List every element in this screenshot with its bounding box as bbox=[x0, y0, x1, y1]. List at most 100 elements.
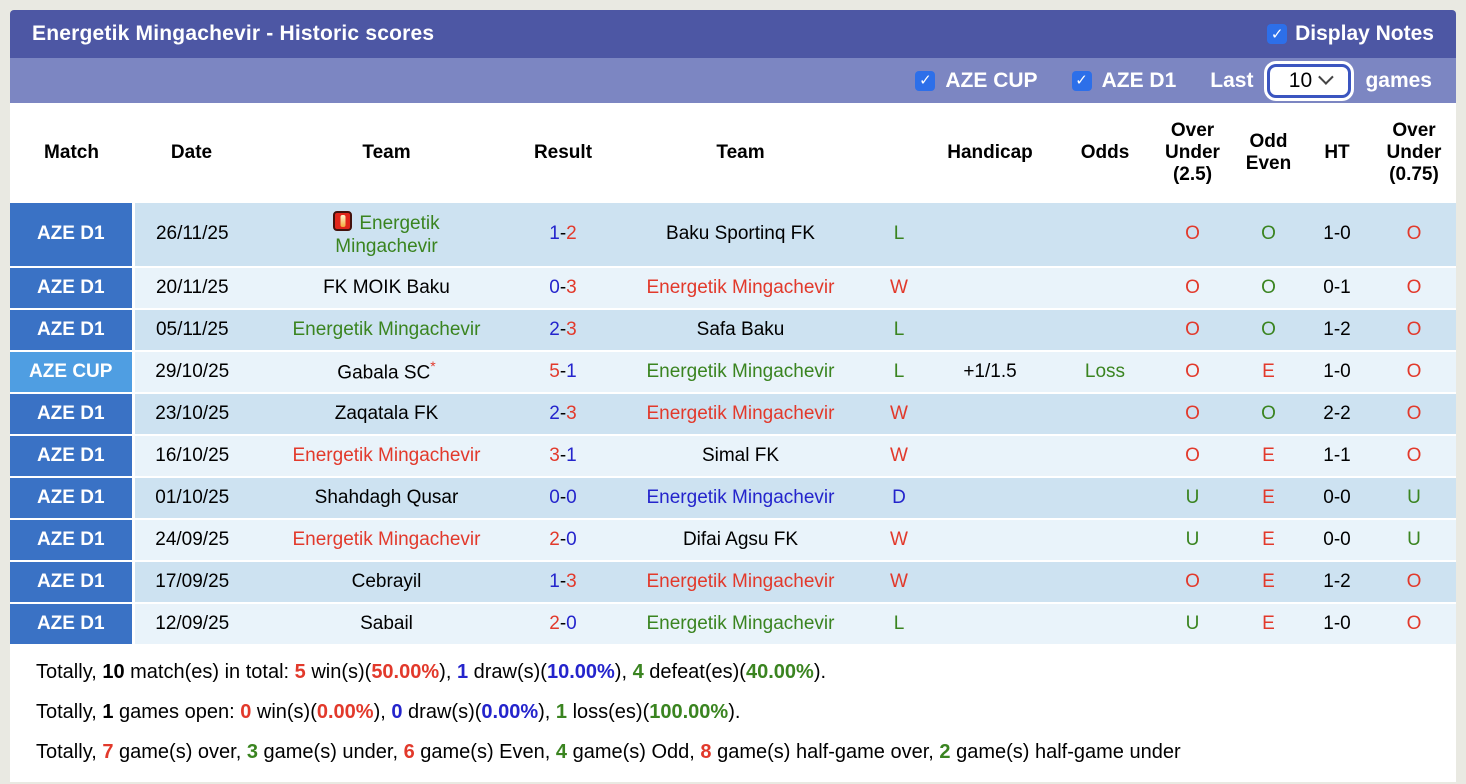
odds-result bbox=[1060, 603, 1150, 646]
away-team: Energetik Mingachevir bbox=[603, 351, 878, 394]
away-score: 0 bbox=[566, 528, 577, 550]
away-score: 3 bbox=[566, 276, 577, 298]
home-team: Energetik Mingachevir bbox=[250, 519, 523, 562]
summary-segment: ), bbox=[439, 661, 457, 683]
wld-result: W bbox=[878, 561, 920, 604]
away-team: Energetik Mingachevir bbox=[603, 393, 878, 436]
over-under-25: U bbox=[1150, 519, 1235, 562]
away-team: Baku Sportinq FK bbox=[603, 203, 878, 268]
summary-segment: games open: bbox=[113, 701, 241, 723]
ou25-letter: O bbox=[1185, 360, 1200, 382]
table-header-row: Match Date Team Result Team Handicap Odds Over … bbox=[10, 103, 1456, 203]
summary-segment: 0.00% bbox=[316, 701, 374, 723]
handicap-value bbox=[920, 561, 1060, 604]
handicap-value bbox=[920, 477, 1060, 520]
away-team-name: Energetik Mingachevir bbox=[646, 360, 835, 382]
summary-segment: game(s) half-game under bbox=[950, 741, 1181, 763]
summary-segment: 10.00% bbox=[546, 661, 615, 683]
ou25-letter: U bbox=[1185, 612, 1200, 634]
games-label: games bbox=[1365, 68, 1432, 92]
match-date: 16/10/25 bbox=[133, 435, 250, 478]
match-date: 20/11/25 bbox=[133, 267, 250, 310]
away-team-name: Energetik Mingachevir bbox=[646, 276, 835, 298]
match-score: 3-1 bbox=[523, 435, 603, 478]
chevron-down-icon bbox=[1318, 69, 1334, 85]
handicap-value: +1/1.5 bbox=[920, 351, 1060, 394]
home-score: 1 bbox=[549, 570, 560, 592]
aze-cup-checkbox[interactable] bbox=[915, 70, 936, 91]
col-header-team: Team bbox=[603, 103, 878, 203]
match-score: 0-0 bbox=[523, 477, 603, 520]
odd-even-letter: E bbox=[1262, 486, 1275, 508]
match-row: AZE D1 24/09/25 Energetik Mingachevir 2-0 Di… bbox=[10, 519, 1456, 562]
match-score: 1-2 bbox=[523, 203, 603, 268]
home-team-name: Energetik Mingachevir bbox=[335, 212, 440, 257]
col-header-handicap: Handicap bbox=[920, 103, 1060, 203]
aze-d1-checkbox[interactable] bbox=[1071, 70, 1092, 91]
away-team-name: Energetik Mingachevir bbox=[646, 570, 835, 592]
odd-even: O bbox=[1235, 309, 1302, 352]
summary-segment: draw(s)( bbox=[402, 701, 482, 723]
odds-result bbox=[1060, 477, 1150, 520]
home-team-name: Cebrayil bbox=[351, 570, 422, 592]
odd-even-letter: O bbox=[1261, 402, 1276, 424]
over-under-25: U bbox=[1150, 477, 1235, 520]
summary-segment: game(s) Odd, bbox=[567, 741, 701, 763]
away-score: 2 bbox=[566, 223, 577, 245]
summary-segment: Totally, bbox=[36, 661, 103, 683]
summary-line-open: Totally, 1 games open: 0 win(s)(0.00%), … bbox=[36, 692, 1456, 732]
match-score: 2-0 bbox=[523, 519, 603, 562]
home-team-name: Energetik Mingachevir bbox=[292, 444, 481, 466]
ou25-letter: U bbox=[1185, 528, 1200, 550]
display-notes-checkbox[interactable] bbox=[1267, 24, 1288, 44]
score-dash: - bbox=[559, 402, 567, 424]
wld-result: W bbox=[878, 393, 920, 436]
games-count-select[interactable]: 10 bbox=[1267, 63, 1352, 98]
summary-segment: 10 bbox=[102, 661, 125, 683]
summary-segment: ), bbox=[614, 661, 633, 683]
handicap-value bbox=[920, 519, 1060, 562]
summary-segment: Totally, bbox=[36, 741, 103, 763]
odds-result bbox=[1060, 561, 1150, 604]
match-row: AZE D1 12/09/25 Sabail 2-0 Energetik Mingach… bbox=[10, 603, 1456, 646]
summary-segment: ). bbox=[728, 701, 741, 723]
summary-segment: 0.00% bbox=[481, 701, 539, 723]
ht-score: 0-0 bbox=[1302, 519, 1372, 562]
col-header-team: Team bbox=[250, 103, 523, 203]
home-score: 2 bbox=[549, 528, 560, 550]
over-under-25: O bbox=[1150, 393, 1235, 436]
wld-letter: W bbox=[890, 402, 908, 424]
scores-table: Match Date Team Result Team Handicap Odds Over … bbox=[10, 103, 1456, 646]
odds-result bbox=[1060, 435, 1150, 478]
odd-even: E bbox=[1235, 561, 1302, 604]
odd-even-letter: E bbox=[1262, 360, 1275, 382]
wld-result: W bbox=[878, 519, 920, 562]
aze-d1-label: AZE D1 bbox=[1101, 68, 1177, 92]
ou075-letter: O bbox=[1406, 444, 1422, 466]
summary-segment: 8 bbox=[700, 741, 712, 763]
away-team: Energetik Mingachevir bbox=[603, 561, 878, 604]
wld-letter: D bbox=[892, 486, 906, 508]
over-under-075: O bbox=[1372, 603, 1456, 646]
wld-letter: W bbox=[890, 570, 908, 592]
wld-result: L bbox=[878, 603, 920, 646]
away-score: 1 bbox=[566, 360, 577, 382]
ht-score: 1-1 bbox=[1302, 435, 1372, 478]
home-score: 2 bbox=[549, 402, 560, 424]
ou25-letter: O bbox=[1185, 223, 1200, 245]
display-notes-label: Display Notes bbox=[1295, 22, 1434, 45]
away-team-name: Energetik Mingachevir bbox=[646, 486, 835, 508]
home-team: Energetik Mingachevir bbox=[250, 435, 523, 478]
summary-segment: loss(es)( bbox=[567, 701, 650, 723]
wld-letter: W bbox=[890, 444, 908, 466]
away-team: Simal FK bbox=[603, 435, 878, 478]
ht-score: 1-0 bbox=[1302, 603, 1372, 646]
home-team-name: Shahdagh Qusar bbox=[314, 486, 459, 508]
star-marker: * bbox=[430, 358, 436, 375]
ou075-letter: U bbox=[1407, 486, 1421, 508]
league-badge: AZE D1 bbox=[10, 309, 135, 352]
over-under-25: O bbox=[1150, 203, 1235, 268]
summary-segment: 0 bbox=[240, 701, 252, 723]
ht-score: 1-2 bbox=[1302, 561, 1372, 604]
home-team: Zaqatala FK bbox=[250, 393, 523, 436]
